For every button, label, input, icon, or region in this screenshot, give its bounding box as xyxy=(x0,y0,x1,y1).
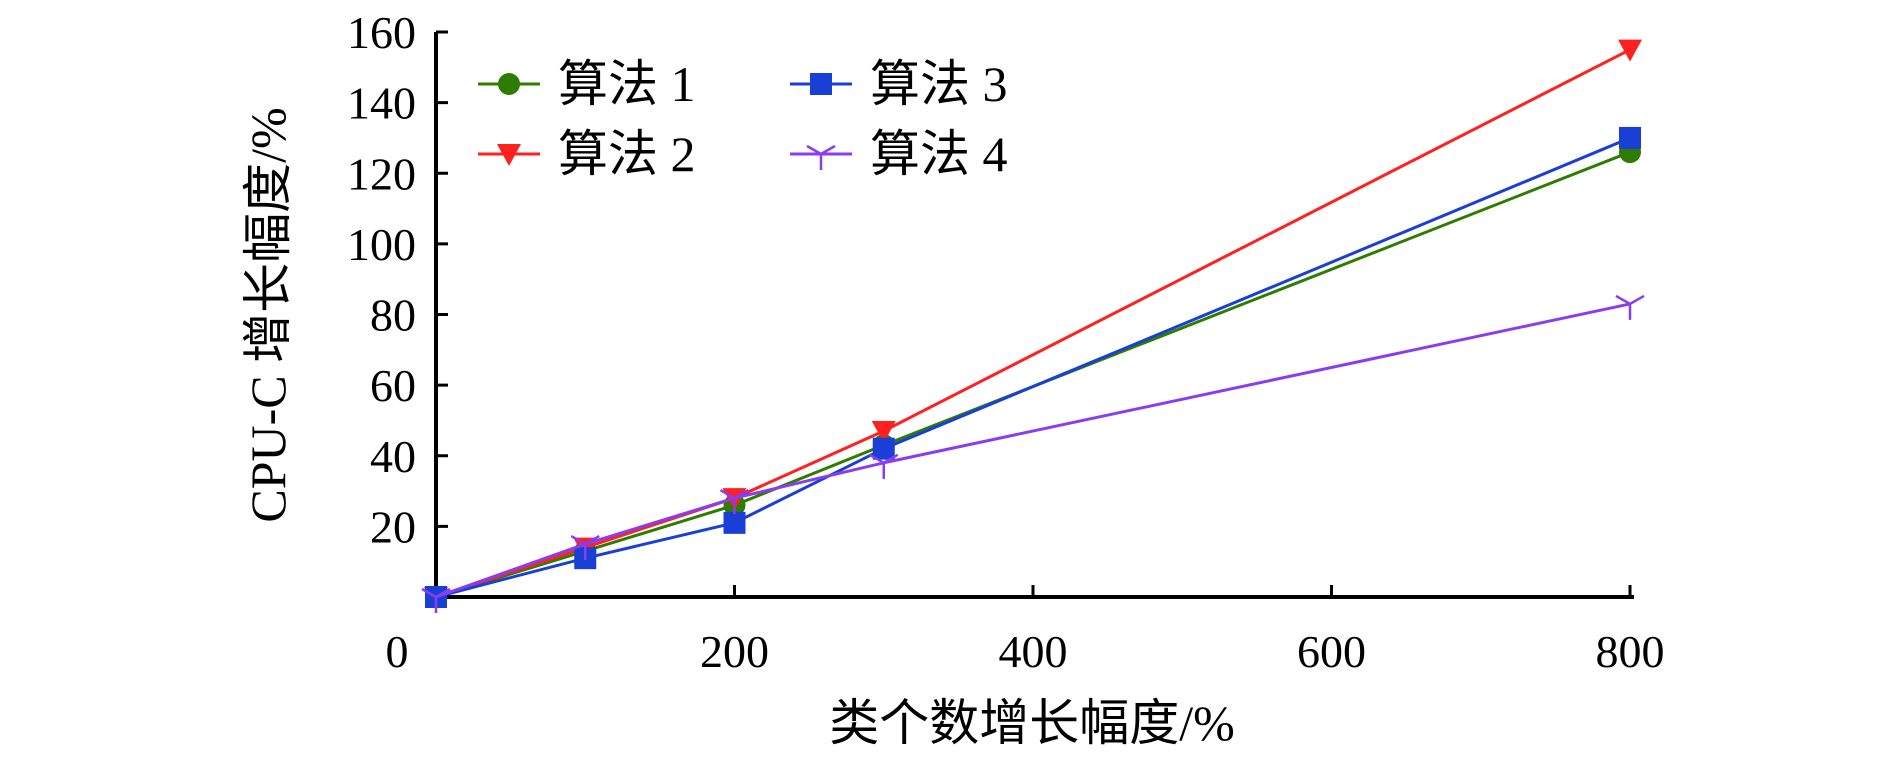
x-tick-label: 600 xyxy=(1297,626,1366,677)
x-tick-label: 800 xyxy=(1596,626,1665,677)
data-point xyxy=(719,489,750,515)
y-tick-label: 140 xyxy=(347,78,416,129)
y-tick-label: 100 xyxy=(347,219,416,270)
data-point xyxy=(1618,39,1642,62)
y-tick-label: 80 xyxy=(370,290,416,341)
data-point xyxy=(872,437,895,460)
y-tick-label: 20 xyxy=(370,501,416,552)
ticks: 20 40 60 80 100 120 140 160 0 200 400 600 800 xyxy=(347,7,1665,677)
legend-marker xyxy=(810,73,832,95)
legend-marker xyxy=(497,144,521,166)
legend-item: 算法 1 xyxy=(478,56,696,112)
legend-label: 算法 2 xyxy=(558,126,696,182)
y-tick-label: 160 xyxy=(347,7,416,58)
legend-item: 算法 3 xyxy=(790,56,1008,112)
y-axis-title: CPU-C 增长幅度/% xyxy=(240,107,296,522)
legend-label: 算法 4 xyxy=(870,126,1008,182)
series-line xyxy=(435,150,1631,599)
series-line xyxy=(435,302,1631,599)
y-tick-label: 40 xyxy=(370,431,416,482)
series xyxy=(421,39,1645,613)
x-tick-label: 0 xyxy=(386,626,409,677)
y-tick-label: 60 xyxy=(370,360,416,411)
legend-marker xyxy=(806,144,836,170)
legend-label: 算法 3 xyxy=(870,56,1008,112)
data-point xyxy=(1619,126,1641,149)
data-point xyxy=(723,511,746,534)
series-line xyxy=(435,136,1631,599)
data-point xyxy=(570,534,600,561)
legend-marker xyxy=(498,73,520,95)
legend-label: 算法 1 xyxy=(558,56,696,112)
legend-item: 算法 4 xyxy=(790,126,1008,182)
data-point xyxy=(421,587,451,613)
x-axis-title: 类个数增长幅度/% xyxy=(829,695,1235,751)
data-point xyxy=(871,421,896,444)
y-tick-label: 120 xyxy=(347,148,416,199)
legend: 算法 1 算法 2 算法 3 算法 4 xyxy=(478,56,1008,182)
axes xyxy=(434,32,1634,599)
data-point xyxy=(1615,294,1645,320)
data-point xyxy=(869,453,899,479)
series-4 xyxy=(421,294,1645,613)
x-tick-label: 200 xyxy=(700,626,769,677)
legend-item: 算法 2 xyxy=(478,126,696,182)
x-tick-label: 400 xyxy=(999,626,1068,677)
